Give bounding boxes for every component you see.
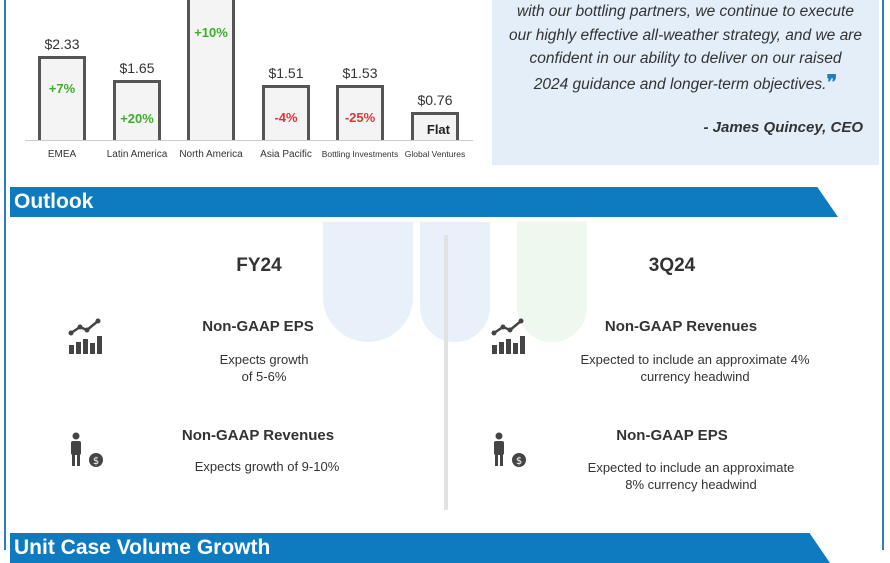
bar-value-label: $1.53 bbox=[342, 65, 378, 81]
3q24-title: 3Q24 bbox=[648, 255, 696, 276]
segment-eps-chart: +7% $2.33 EMEA +20% $1.65 Latin America +10% No… bbox=[0, 0, 480, 170]
ceo-quote-box: with our bottling partners, we continue … bbox=[492, 0, 879, 165]
bar-global-ventures: Flat bbox=[411, 112, 459, 140]
person-dollar-icon: $ bbox=[494, 432, 526, 467]
q-eps-desc: Expected to include an approximate 8% cur… bbox=[587, 460, 795, 492]
bg-logo-shape bbox=[517, 222, 587, 342]
bar-bottling-investments: -25% bbox=[336, 85, 384, 140]
bar-north-america: +10% bbox=[187, 0, 235, 140]
bar-emea: +7% bbox=[38, 56, 86, 140]
bar-value-label: $0.76 bbox=[417, 92, 453, 108]
bar-change-label: +20% bbox=[120, 111, 154, 126]
category-label: North America bbox=[179, 149, 243, 160]
frame-right-border bbox=[882, 0, 884, 550]
svg-text:$: $ bbox=[516, 456, 522, 467]
q-revenues-desc: Expected to include an approximate 4% cur… bbox=[580, 352, 810, 384]
bar-asia-pacific: -4% bbox=[262, 85, 310, 140]
bg-logo-shape bbox=[323, 222, 413, 342]
bar-latin-america: +20% bbox=[113, 80, 161, 140]
quote-author: - James Quincey, CEO bbox=[703, 119, 863, 136]
category-label: Asia Pacific bbox=[260, 149, 312, 160]
unit-case-volume-banner: Unit Case Volume Growth bbox=[10, 533, 830, 563]
fy24-title: FY24 bbox=[236, 255, 282, 276]
column-divider bbox=[444, 235, 448, 510]
bar-change-label: -4% bbox=[274, 110, 298, 125]
bar-value-label: $1.65 bbox=[119, 60, 155, 76]
fy-revenues-title: Non-GAAP Revenues bbox=[181, 427, 335, 444]
outlook-banner: Outlook bbox=[10, 187, 838, 217]
fy-eps-title: Non-GAAP EPS bbox=[202, 318, 314, 335]
person-dollar-icon: $ bbox=[71, 432, 103, 467]
bar-value-label: $1.51 bbox=[268, 65, 304, 81]
bg-logo-shape bbox=[420, 222, 490, 342]
bar-value-label: $2.33 bbox=[44, 36, 80, 52]
frame-left-border bbox=[4, 0, 6, 550]
q-eps-title: Non-GAAP EPS bbox=[616, 427, 728, 444]
growth-chart-icon bbox=[68, 318, 102, 354]
quote-line: confident in our ability to deliver on o… bbox=[529, 50, 842, 67]
category-label: EMEA bbox=[47, 149, 77, 160]
chart-axis bbox=[25, 140, 473, 141]
growth-chart-icon bbox=[491, 318, 525, 354]
bar-change-label: +10% bbox=[194, 25, 228, 40]
bar-change-label: +7% bbox=[48, 81, 76, 96]
bar-change-label: -25% bbox=[344, 110, 376, 125]
fy-revenues-desc: Expects growth of 9-10% bbox=[194, 459, 340, 474]
q-revenues-title: Non-GAAP Revenues bbox=[604, 318, 758, 335]
svg-text:$: $ bbox=[93, 456, 99, 467]
quote-line: our highly effective all-weather strateg… bbox=[509, 26, 862, 44]
quote-line: with our bottling partners, we continue … bbox=[517, 3, 854, 20]
category-label: Bottling Investments bbox=[321, 149, 399, 159]
quote-line: 2024 guidance and longer-term objectives… bbox=[533, 75, 827, 93]
close-quote-icon: ❞ bbox=[826, 69, 838, 94]
bar-change-label: Flat bbox=[426, 122, 450, 137]
fy-eps-desc: Expects growth of 5-6% bbox=[219, 352, 309, 384]
category-label: Latin America bbox=[106, 149, 168, 160]
category-label: Global Ventures bbox=[404, 149, 466, 159]
